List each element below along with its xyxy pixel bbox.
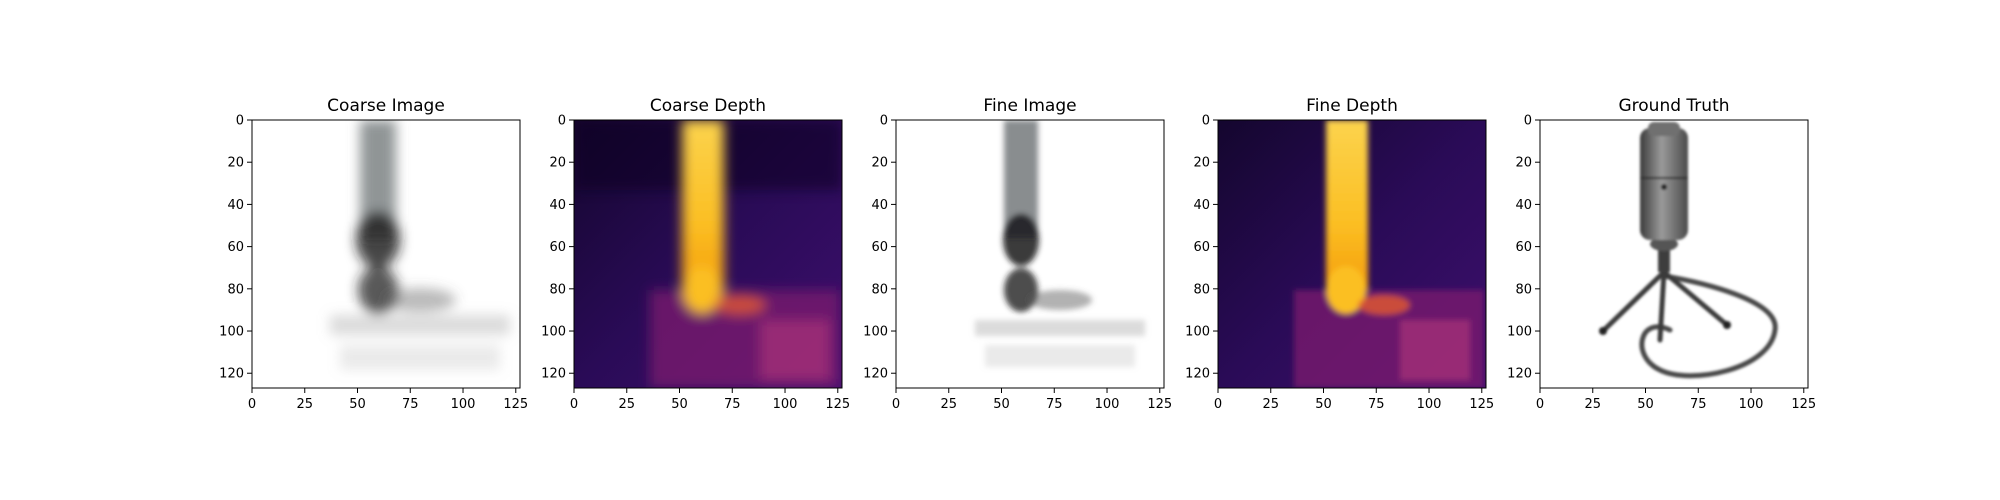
x-tick-label: 25 — [296, 397, 313, 412]
axes-4: 0 25 50 75 100 125 0 20 40 60 80 100 120 — [1185, 114, 1494, 413]
x-tick-label: 100 — [1417, 397, 1442, 412]
y-tick-label: 0 — [1202, 114, 1210, 129]
y-tick-label: 20 — [871, 156, 888, 171]
y-tick-label: 40 — [1193, 198, 1210, 213]
axes-5: 0 25 50 75 100 125 0 20 40 60 80 100 120 — [1507, 114, 1816, 413]
panel-coarse-depth: Coarse Depth — [573, 96, 843, 389]
y-tick-label: 80 — [1193, 282, 1210, 297]
y-tick-label: 120 — [863, 367, 888, 382]
plot-frame — [251, 119, 521, 389]
x-tick-label: 50 — [1315, 397, 1332, 412]
y-tick-label: 120 — [541, 367, 566, 382]
image-content — [1540, 120, 1808, 388]
y-tick-label: 100 — [1185, 325, 1210, 340]
y-tick-label: 20 — [1515, 156, 1532, 171]
y-tick-label: 0 — [1524, 114, 1532, 129]
x-tick-label: 125 — [1791, 397, 1816, 412]
x-tick-label: 50 — [1637, 397, 1654, 412]
x-tick-label: 25 — [1584, 397, 1601, 412]
y-tick-label: 40 — [227, 198, 244, 213]
x-tick-label: 125 — [1469, 397, 1494, 412]
x-tick-label: 50 — [993, 397, 1010, 412]
y-tick-label: 20 — [549, 156, 566, 171]
y-tick-label: 80 — [1515, 282, 1532, 297]
axes-layer: 0 25 50 75 100 125 0 20 40 60 80 100 120 0 25 50 75 100 12… — [219, 114, 1816, 413]
y-tick-label: 120 — [219, 367, 244, 382]
x-tick-label: 0 — [1536, 397, 1544, 412]
y-tick-label: 20 — [227, 156, 244, 171]
y-tick-label: 60 — [227, 240, 244, 255]
panel-title: Coarse Depth — [650, 96, 766, 116]
panel-title: Coarse Image — [327, 96, 445, 116]
x-tick-label: 0 — [248, 397, 256, 412]
x-tick-label: 75 — [1368, 397, 1385, 412]
plot-frame — [1539, 119, 1809, 389]
x-tick-label: 100 — [773, 397, 798, 412]
x-tick-label: 0 — [570, 397, 578, 412]
panel-title: Fine Image — [983, 96, 1076, 116]
x-tick-label: 25 — [940, 397, 957, 412]
plot-frame — [1217, 119, 1487, 389]
y-tick-label: 60 — [871, 240, 888, 255]
panel-title: Fine Depth — [1306, 96, 1398, 116]
y-tick-label: 40 — [871, 198, 888, 213]
axes-1: 0 25 50 75 100 125 0 20 40 60 80 100 120 — [219, 114, 528, 413]
y-tick-label: 0 — [558, 114, 566, 129]
x-tick-label: 100 — [451, 397, 476, 412]
panel-title: Ground Truth — [1618, 96, 1729, 116]
x-tick-label: 125 — [825, 397, 850, 412]
y-tick-label: 80 — [227, 282, 244, 297]
axes-3: 0 25 50 75 100 125 0 20 40 60 80 100 120 — [863, 114, 1172, 413]
x-tick-label: 75 — [402, 397, 419, 412]
panel-coarse-image: Coarse Image — [251, 96, 521, 389]
axes-2: 0 25 50 75 100 125 0 20 40 60 80 100 120 — [541, 114, 850, 413]
y-tick-label: 80 — [549, 282, 566, 297]
x-tick-label: 125 — [503, 397, 528, 412]
y-tick-label: 100 — [541, 325, 566, 340]
x-tick-label: 100 — [1095, 397, 1120, 412]
y-tick-label: 100 — [1507, 325, 1532, 340]
y-tick-label: 120 — [1507, 367, 1532, 382]
x-tick-label: 100 — [1739, 397, 1764, 412]
y-tick-label: 0 — [236, 114, 244, 129]
image-content — [896, 120, 1164, 388]
y-tick-label: 40 — [1515, 198, 1532, 213]
x-tick-label: 50 — [349, 397, 366, 412]
y-tick-label: 80 — [871, 282, 888, 297]
plot-frame — [573, 119, 843, 389]
panel-ground-truth: Ground Truth — [1539, 96, 1809, 389]
image-content — [1218, 120, 1486, 388]
y-tick-label: 60 — [549, 240, 566, 255]
y-tick-label: 60 — [1515, 240, 1532, 255]
x-tick-label: 25 — [618, 397, 635, 412]
x-tick-label: 0 — [892, 397, 900, 412]
y-tick-label: 100 — [863, 325, 888, 340]
panel-fine-depth: Fine Depth — [1217, 96, 1487, 389]
x-tick-label: 75 — [1046, 397, 1063, 412]
x-tick-label: 25 — [1262, 397, 1279, 412]
plot-frame — [895, 119, 1165, 389]
x-tick-label: 75 — [1690, 397, 1707, 412]
image-content — [574, 120, 842, 388]
x-tick-label: 75 — [724, 397, 741, 412]
y-tick-label: 0 — [880, 114, 888, 129]
y-tick-label: 40 — [549, 198, 566, 213]
y-tick-label: 100 — [219, 325, 244, 340]
x-tick-label: 50 — [671, 397, 688, 412]
y-tick-label: 60 — [1193, 240, 1210, 255]
y-tick-label: 20 — [1193, 156, 1210, 171]
x-tick-label: 0 — [1214, 397, 1222, 412]
image-content — [252, 120, 520, 388]
panel-fine-image: Fine Image — [895, 96, 1165, 389]
x-tick-label: 125 — [1147, 397, 1172, 412]
y-tick-label: 120 — [1185, 367, 1210, 382]
